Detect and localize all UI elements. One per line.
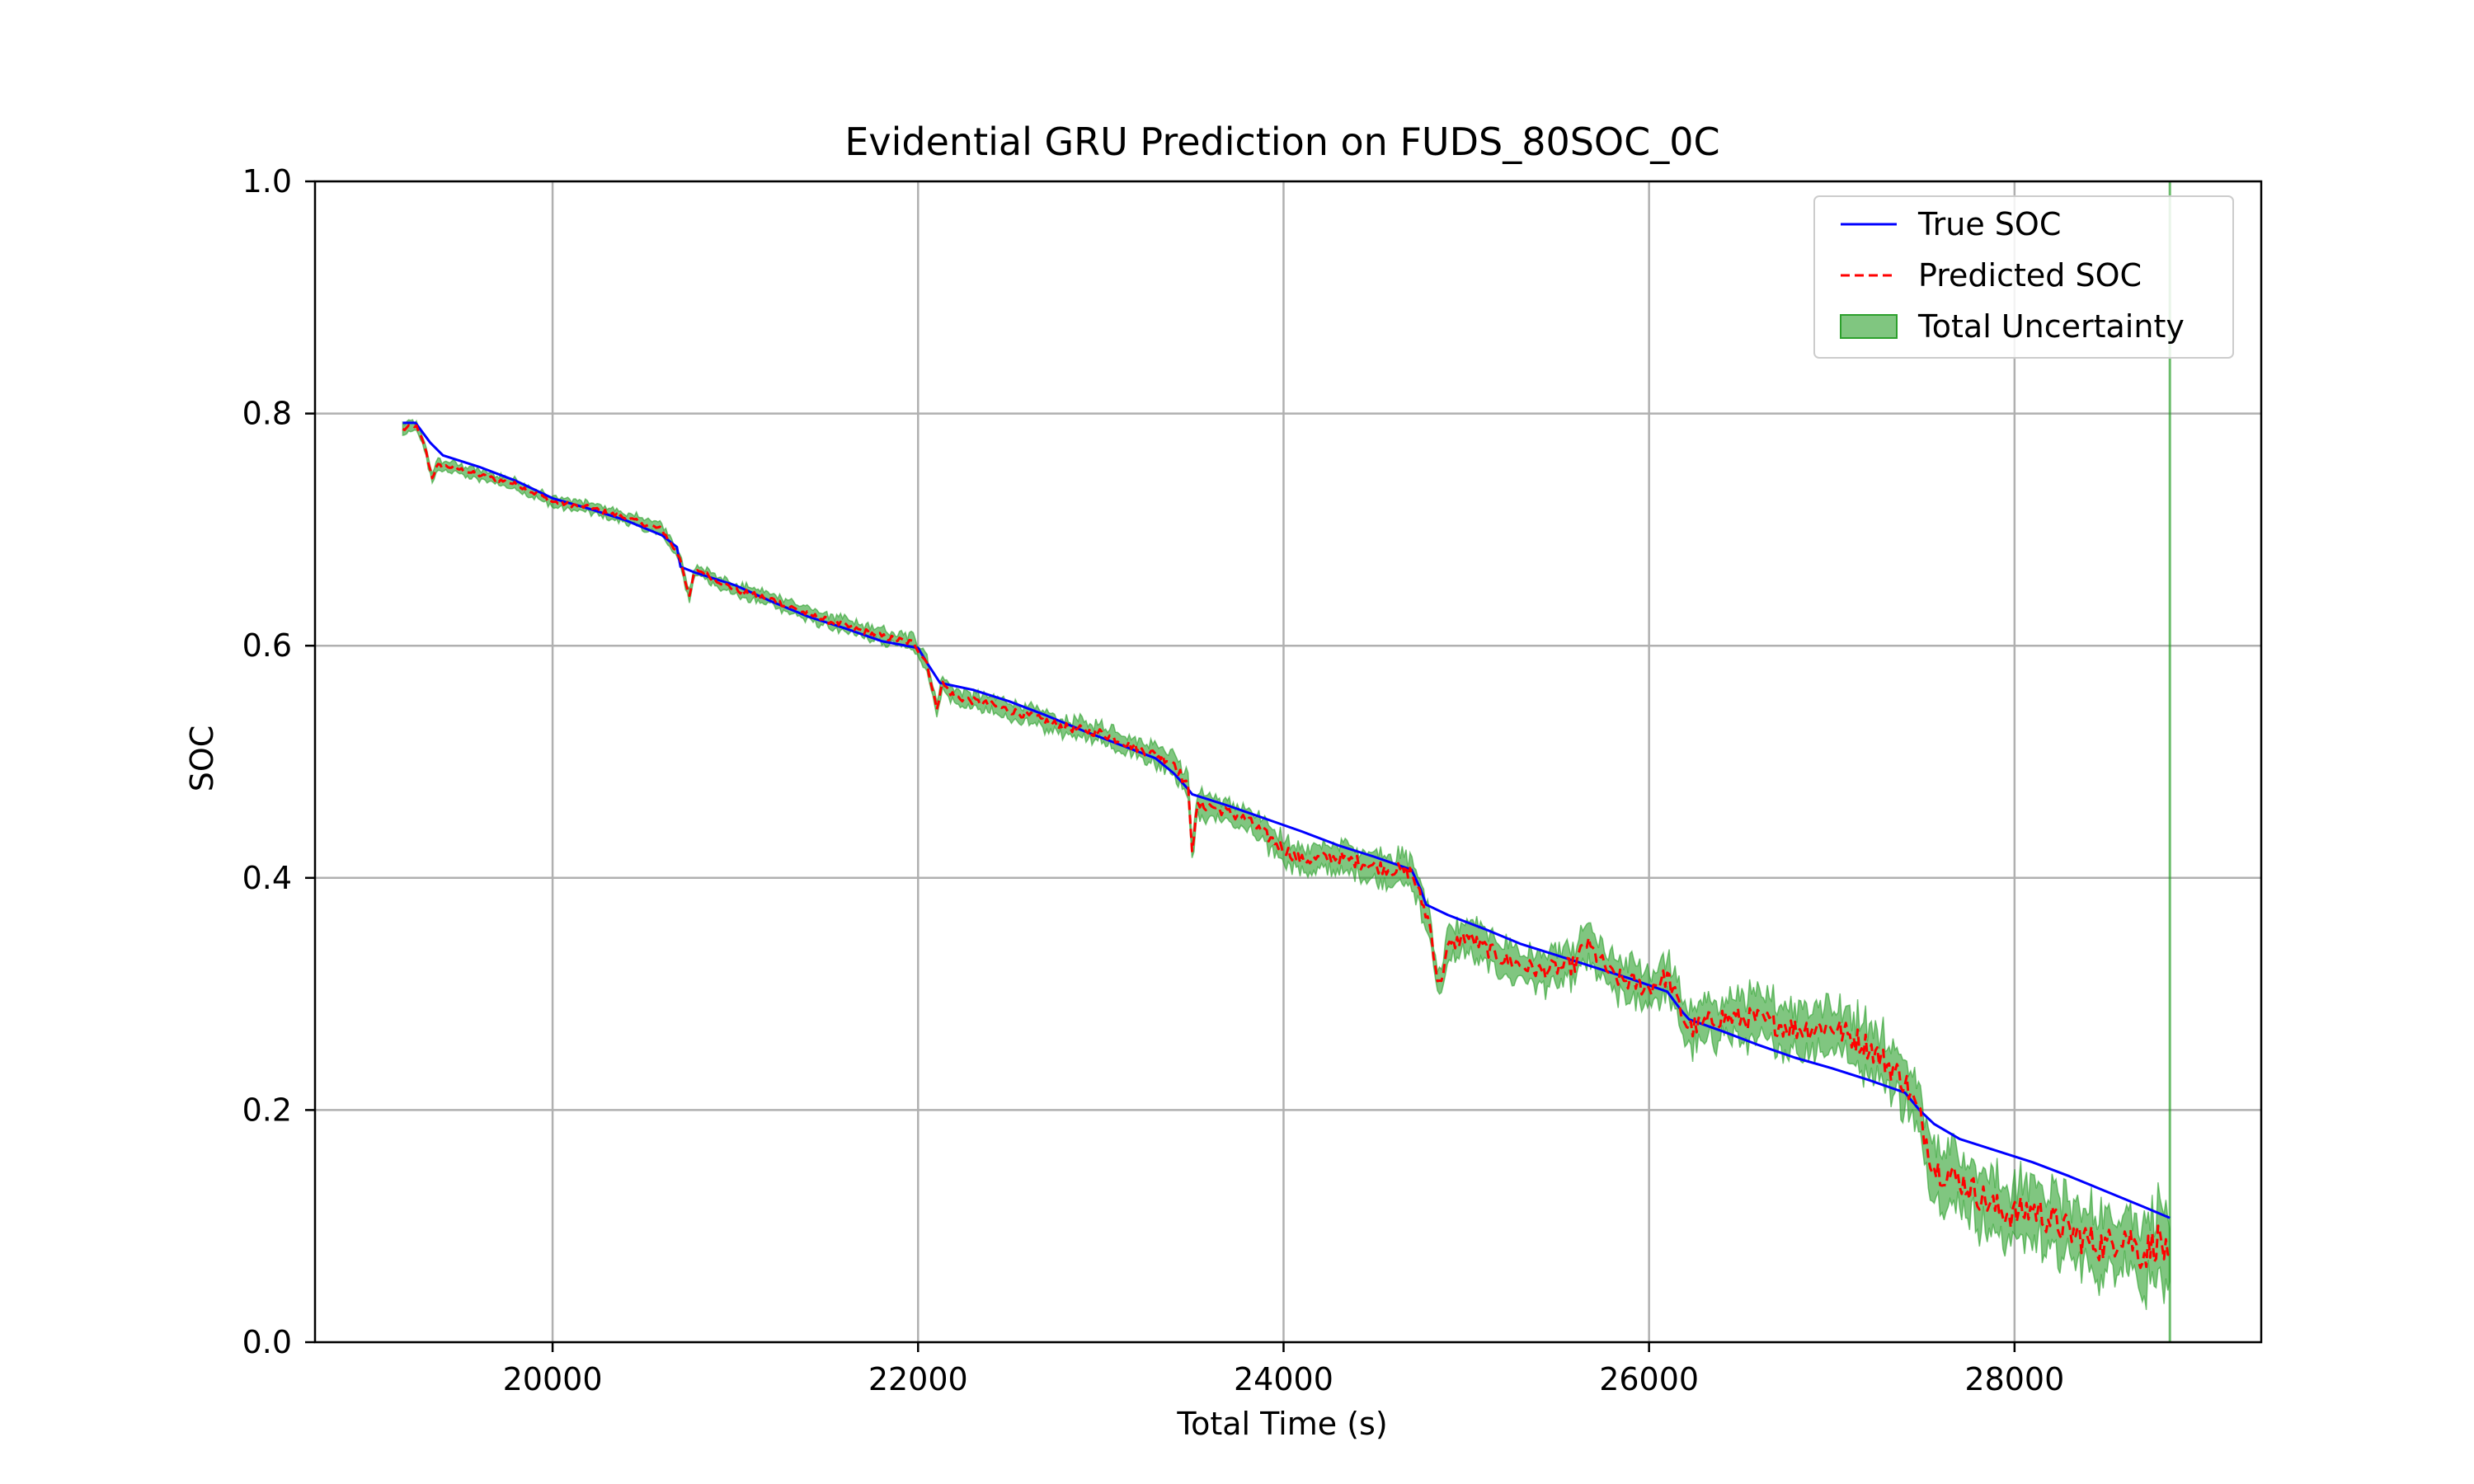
- legend-true-soc-label: True SOC: [1917, 206, 2061, 242]
- y-tick-label: 0.8: [242, 396, 292, 432]
- x-tick-label: 22000: [868, 1361, 968, 1397]
- ticks: 20000 22000 24000 26000 28000 0.0 0.2 0.4 0.6 0.8…: [242, 163, 2065, 1397]
- x-axis-label: Total Time (s): [1176, 1406, 1387, 1442]
- plot-frame: [313, 180, 2263, 1344]
- y-tick-label: 0.0: [242, 1324, 292, 1360]
- y-tick-label: 0.6: [242, 627, 292, 664]
- x-tick-label: 26000: [1599, 1361, 1699, 1397]
- x-tick-label: 20000: [503, 1361, 603, 1397]
- x-tick-label: 28000: [1964, 1361, 2064, 1397]
- series-true-soc: [402, 421, 2171, 1219]
- chart-title: Evidential GRU Prediction on FUDS_80SOC_…: [844, 120, 1719, 164]
- y-tick-label: 0.2: [242, 1092, 292, 1128]
- legend-box: [1813, 195, 2234, 359]
- series-layer: [402, 421, 2171, 1270]
- legend-predicted-soc-label: Predicted SOC: [1918, 257, 2142, 294]
- legend-uncertainty-label: Total Uncertainty: [1917, 308, 2185, 345]
- x-tick-label: 24000: [1234, 1361, 1333, 1397]
- series-predicted-soc: [402, 424, 2171, 1270]
- y-tick-label: 1.0: [242, 163, 292, 200]
- legend: True SOC Predicted SOC Total Uncertainty: [1813, 195, 2234, 359]
- y-tick-label: 0.4: [242, 860, 292, 896]
- legend-uncertainty-swatch: [1840, 314, 1898, 339]
- y-axis-label: SOC: [184, 726, 220, 792]
